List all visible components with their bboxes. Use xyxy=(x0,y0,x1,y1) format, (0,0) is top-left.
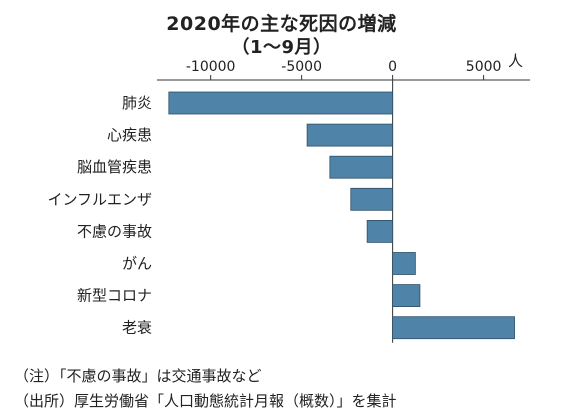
bar xyxy=(392,252,416,275)
bar xyxy=(350,187,394,211)
footnote: （注）「不慮の事故」は交通事故など xyxy=(14,367,262,385)
x-tick-label: 5000 xyxy=(466,59,502,75)
category-label: 心疾患 xyxy=(107,126,152,144)
chart-title: 2020年の主な死因の増減 xyxy=(166,13,397,35)
category-label: 新型コロナ xyxy=(77,287,152,305)
x-tick-label: -10000 xyxy=(186,59,236,75)
category-label: 不慮の事故 xyxy=(77,222,152,240)
category-label: 脳血管疾患 xyxy=(77,158,152,176)
bar xyxy=(329,155,394,179)
x-tick-label: -5000 xyxy=(281,59,322,75)
bar xyxy=(366,219,394,243)
bar-chart: -10000 -5000 0 5000 肺炎心疾患脳血管疾患インフルエンザ不慮の事故がん… xyxy=(47,59,530,343)
x-tick-label: 0 xyxy=(388,59,397,75)
category-label: 老衰 xyxy=(122,319,152,337)
source-note: （出所）厚生労働省「人口動態統計月報（概数）」を集計 xyxy=(14,392,397,410)
category-label: インフルエンザ xyxy=(47,190,152,208)
category-label: がん xyxy=(122,255,152,273)
unit-label: 人 xyxy=(508,52,524,70)
category-label: 肺炎 xyxy=(122,94,152,112)
bar xyxy=(392,316,515,340)
bar xyxy=(168,91,394,115)
bar xyxy=(392,284,421,308)
bar xyxy=(306,123,394,147)
chart-subtitle: （1～9月） xyxy=(231,37,332,58)
